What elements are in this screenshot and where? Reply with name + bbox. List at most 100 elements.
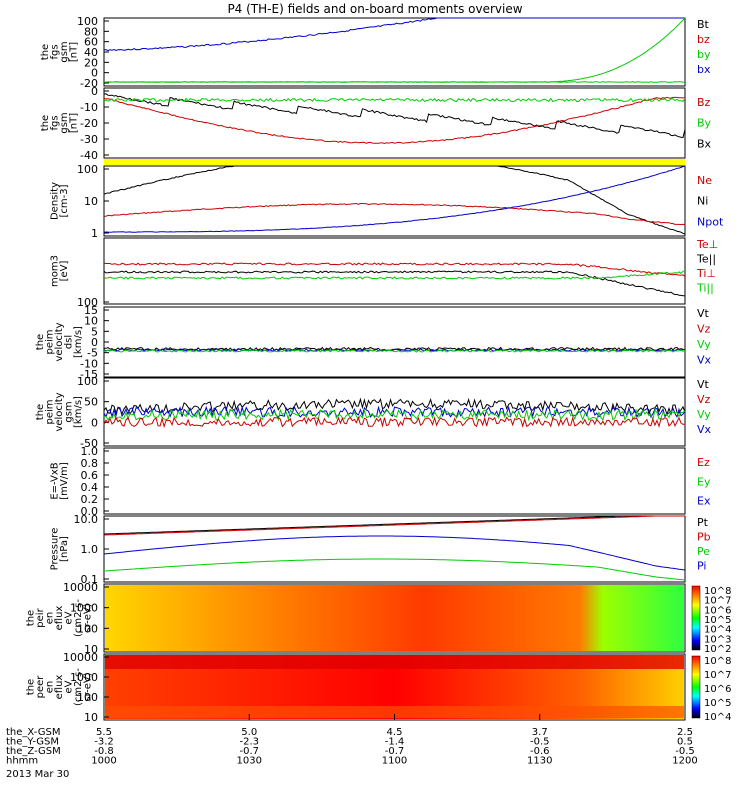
series-Bz [103, 96, 685, 145]
series-Vt-i [103, 397, 686, 416]
xaxis-value: -1.4 [385, 737, 405, 748]
series-Vx-e [103, 348, 686, 352]
velocity-e-ylabel: the [35, 334, 46, 350]
temperature-ytick: 100 [77, 296, 98, 309]
efield-ytick: 1.0 [81, 445, 99, 458]
spec-ion-colorbar [691, 585, 701, 651]
spec-ion-ytick: 10 [84, 643, 98, 656]
series-Npot [103, 165, 686, 233]
fgs-top-ytick: 40 [84, 46, 98, 59]
fgs-bottom-ylabel: [nT] [68, 113, 79, 133]
velocity-e-ylabel: dsl [64, 335, 75, 349]
spec-ele-cbar-label: 10^4 [704, 712, 731, 723]
xaxis-value: -3.2 [94, 737, 114, 748]
velocity-i-legend-vz: Vz [697, 393, 711, 406]
fgs-top-ytick: 80 [84, 25, 98, 38]
series-Vx-i [103, 405, 686, 419]
velocity-e-ytick: 15 [84, 304, 98, 317]
velocity-e-legend-vt: Vt [697, 307, 710, 320]
xaxis-value: 1200 [672, 756, 697, 767]
temperature-legend-te: Te⊥ [696, 238, 718, 251]
pressure-legend-pb: Pb [697, 531, 711, 544]
velocity-i-ylabel: gsm [64, 401, 75, 422]
pressure-ytick: 10.0 [74, 513, 99, 526]
spec-ele-ylabel: peer [35, 675, 46, 699]
velocity-e-ytick: 5 [91, 325, 98, 338]
spec-ion-ytick: 1000 [70, 602, 98, 615]
pressure-ytick: 0.1 [81, 573, 99, 586]
xaxis-value: 0.5 [677, 737, 693, 748]
fgs-bottom-ytick: -20 [80, 117, 98, 130]
pressure-frame [103, 515, 686, 583]
fgs-top-frame [103, 17, 686, 87]
velocity-e-ylabel: peim [45, 329, 56, 354]
xaxis-row-label: the_X-GSM [6, 727, 60, 738]
velocity-i-ytick: -50 [80, 437, 98, 450]
xaxis-value: 4.5 [387, 727, 403, 738]
spec-ele-colorbar [691, 655, 701, 719]
spec-ele-hi-band [105, 655, 684, 669]
fgs-bottom-legend-bz: Bz [697, 96, 711, 109]
temperature-legend-ti: Ti⊥ [696, 267, 716, 280]
spec-ele-cbar-label: 10^6 [704, 684, 731, 695]
series-Tperp [103, 262, 686, 277]
velocity-i-ytick: 50 [84, 396, 98, 409]
spec-ion-cbar-label: 10^5 [704, 615, 731, 626]
spec-ion-frame [103, 583, 686, 653]
spec-ele-ytick: 1000 [70, 671, 98, 684]
fgs-bottom-ytick: -30 [80, 133, 98, 146]
fgs-top-legend-bt: Bt [697, 18, 710, 31]
velocity-e-legend-vy: Vy [697, 338, 711, 351]
spec-ele-ylabel: sr-eV) [83, 672, 94, 701]
efield-frame [103, 447, 686, 515]
velocity-i-ylabel: velocity [54, 392, 65, 431]
fgs-top-ylabel: fgs [49, 44, 60, 59]
spec-ion-cbar-label: 10^7 [704, 596, 731, 607]
series-Pb [103, 515, 685, 536]
fgs-top-ylabel: gsm [59, 41, 70, 62]
xaxis-value: 1000 [91, 756, 116, 767]
spec-ele-ytick: 10 [84, 711, 98, 724]
panel-group: 100806040200-20thefgsgsm[nT]Btbzbybx0-10… [26, 15, 732, 724]
velocity-e-ylabel: velocity [54, 322, 65, 361]
velocity-e-ytick: -15 [80, 368, 98, 381]
density-ylabel: [cm-3] [59, 184, 70, 217]
series-bx [103, 17, 685, 52]
fgs-top-ytick: 20 [84, 56, 98, 69]
spec-ele-cbar-label: 10^7 [704, 670, 731, 681]
density-frame [103, 165, 686, 237]
spec-ion-cbar-label: 10^3 [704, 634, 731, 645]
density-ytick: 100 [77, 163, 98, 176]
xaxis-value: -0.8 [94, 746, 114, 757]
series-Vz-i [103, 415, 686, 429]
pressure-ylabel: Pressure [49, 528, 60, 571]
xaxis-value: -0.6 [530, 746, 550, 757]
spec-ele-cbar-label: 10^5 [704, 698, 731, 709]
temperature-legend-te: Te|| [696, 253, 716, 266]
spec-ion-cbar-label: 10^8 [704, 586, 731, 597]
xaxis-value: 5.5 [96, 727, 112, 738]
xaxis-value: 1100 [382, 756, 407, 767]
velocity-i-ytick: 0 [91, 416, 98, 429]
velocity-e-frame [103, 306, 686, 378]
fgs-bottom-ylabel: fgs [49, 115, 60, 130]
xaxis-value: 1030 [237, 756, 262, 767]
efield-legend-ez: Ez [697, 456, 710, 469]
xaxis-value: 3.7 [532, 727, 548, 738]
pressure-ylabel: [nPa] [59, 536, 70, 562]
series-Pt [103, 515, 685, 535]
date-label: 2013 Mar 30 [6, 769, 69, 780]
xaxis-value: 5.0 [241, 727, 257, 738]
fgs-top-legend-bx: bx [697, 63, 711, 76]
efield-ytick: 0.4 [81, 481, 99, 494]
fgs-top-ytick: 0 [91, 67, 98, 80]
xaxis-row-label: hhmm [6, 756, 38, 767]
series-Tpar [103, 270, 686, 297]
velocity-i-legend-vx: Vx [697, 423, 712, 436]
spec-ele-ylabel: (cm2-s- [73, 668, 84, 706]
page-title: P4 (TH-E) fields and on-board moments ov… [227, 2, 522, 16]
series-Pi [103, 535, 686, 571]
pressure-legend-pe: Pe [697, 545, 710, 558]
spec-ion-cbar-label: 10^6 [704, 605, 731, 616]
temperature-ylabel: mom3 [49, 255, 60, 287]
